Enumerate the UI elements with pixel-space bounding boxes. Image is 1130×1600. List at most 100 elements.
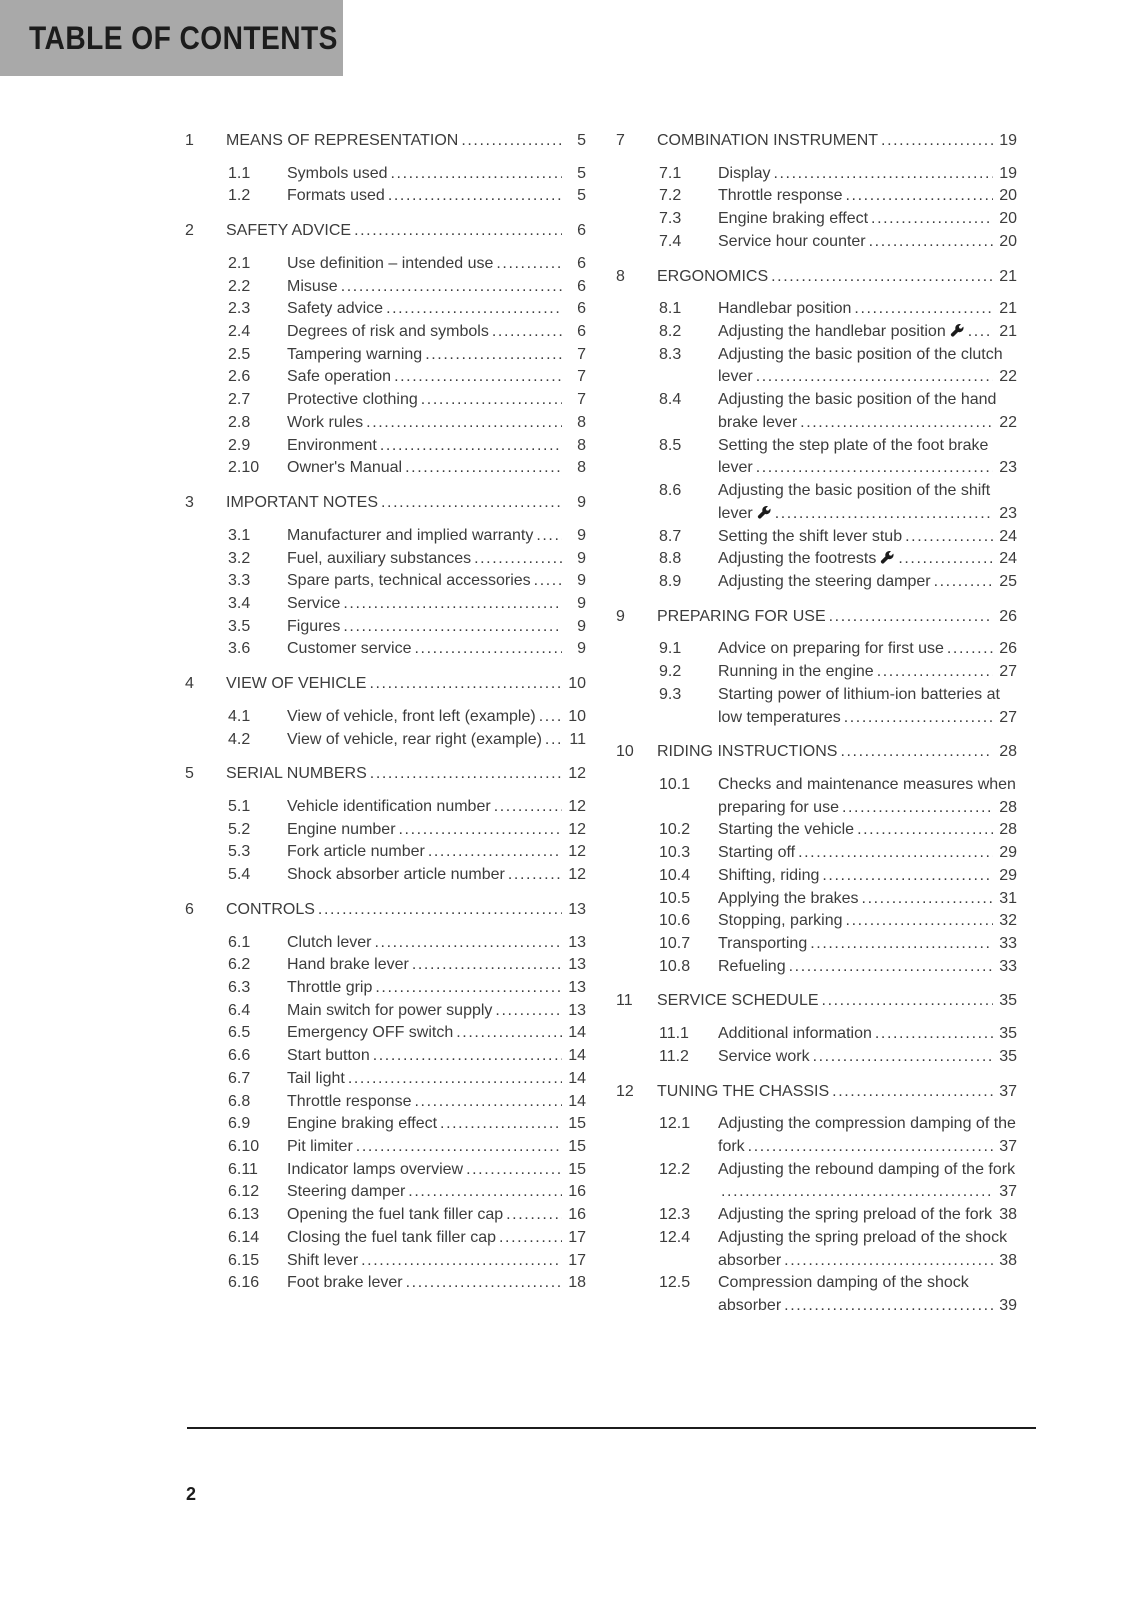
toc-entry: 2.4 Degrees of risk and symbols..........… xyxy=(228,321,586,344)
dot-leader: ........................................… xyxy=(843,708,1017,726)
entry-body: Hand brake lever........................… xyxy=(287,954,586,977)
toc-entry: 6.5 Emergency OFF switch.................… xyxy=(228,1022,586,1046)
entry-title: Hand brake lever xyxy=(287,956,409,974)
dot-leader: ........................................… xyxy=(876,663,1017,681)
entry-title: Closing the fuel tank filler cap xyxy=(287,1228,496,1246)
entry-page-number: 6 xyxy=(562,275,586,299)
toc-entry: 3.2 Fuel, auxiliary substances...........… xyxy=(228,547,586,571)
entry-body: Adjusting the footrests.................… xyxy=(718,548,1017,571)
entry-body: Safe operation..........................… xyxy=(287,366,586,390)
entry-number: 12.1 xyxy=(659,1115,691,1133)
entry-title: Additional information xyxy=(718,1025,872,1043)
entry-page-number: 14 xyxy=(562,1022,586,1046)
entry-page-number: 23 xyxy=(993,502,1017,526)
toc-entry: 8.7 Setting the shift lever stub.........… xyxy=(659,525,1017,549)
entry-title: Fork article number xyxy=(287,843,425,861)
entry-body: Owner's Manual..........................… xyxy=(287,457,586,481)
entry-number: 7.1 xyxy=(659,164,682,182)
entry-body: Stopping, parking.......................… xyxy=(718,910,1017,933)
toc-entry: 8.5 Setting the step plate of the foot br… xyxy=(659,435,1017,481)
entry-number: 6.6 xyxy=(228,1047,251,1065)
toc-entry: 2.2 Misuse...............................… xyxy=(228,275,586,299)
section-number: 2 xyxy=(185,222,194,240)
toc-entry: 6.13 Opening the fuel tank filler cap....… xyxy=(228,1204,586,1227)
dot-leader: ........................................… xyxy=(414,640,586,658)
entry-title: Throttle response xyxy=(718,187,843,205)
entry-body: Shift lever.............................… xyxy=(287,1249,586,1273)
entry-title: Tampering warning xyxy=(287,345,423,363)
dot-leader: ........................................… xyxy=(499,1228,586,1246)
section-page-number: 5 xyxy=(562,130,586,153)
entry-body: Starting power of lithium-ion batteries … xyxy=(718,684,1017,730)
entry-title: Degrees of risk and symbols xyxy=(287,323,489,341)
dot-leader: ........................................… xyxy=(881,132,1017,149)
entry-title: Service work xyxy=(718,1047,810,1065)
entry-number: 3.3 xyxy=(228,572,251,590)
toc-section-heading: 12 TUNING THE CHASSIS....................… xyxy=(616,1080,1017,1104)
entry-page-number: 8 xyxy=(562,411,586,435)
entry-body: Spare parts, technical accessories......… xyxy=(287,570,586,593)
dot-leader: ........................................… xyxy=(841,798,1017,816)
entry-page-number: 12 xyxy=(562,841,586,865)
toc-entry: 7.2 Throttle response....................… xyxy=(659,185,1017,209)
entry-page-number: 24 xyxy=(993,525,1017,549)
dot-leader: ........................................… xyxy=(387,187,586,205)
entry-title: Environment xyxy=(287,436,377,454)
entry-body: Work rules..............................… xyxy=(287,411,586,435)
toc-section: 1 MEANS OF REPRESENTATION................… xyxy=(185,130,587,209)
entry-page-number: 6 xyxy=(562,298,586,322)
toc-section: 4 VIEW OF VEHICLE........................… xyxy=(185,673,586,752)
entry-number: 3.1 xyxy=(228,526,251,544)
entry-body: Engine braking effect...................… xyxy=(718,208,1017,231)
toc-section-heading: 8 ERGONOMICS.............................… xyxy=(616,265,1017,289)
entry-body: Handlebar position......................… xyxy=(718,298,1017,322)
toc-section: 10 RIDING INSTRUCTIONS...................… xyxy=(616,741,1017,979)
toc-section-heading: 10 RIDING INSTRUCTIONS...................… xyxy=(616,741,1017,764)
toc-entry: 12.5 Compression damping of the shock abs… xyxy=(659,1272,1017,1318)
dot-leader: ........................................… xyxy=(411,956,586,974)
dot-leader: ........................................… xyxy=(536,525,586,548)
entry-number: 6.8 xyxy=(228,1092,251,1110)
dot-leader: ........................................… xyxy=(343,594,586,612)
toc-entry: 6.12 Steering damper.....................… xyxy=(228,1181,586,1205)
entry-page-number: 10 xyxy=(562,705,586,729)
entry-number: 3.5 xyxy=(228,617,251,635)
entry-page-number: 27 xyxy=(993,706,1017,730)
toc-section: 5 SERIAL NUMBERS.........................… xyxy=(185,763,586,887)
entry-page-number: 15 xyxy=(562,1136,586,1159)
entry-page-number: 16 xyxy=(562,1181,586,1205)
section-page-number: 9 xyxy=(562,492,586,515)
entry-body: Checks and maintenance measures when pre… xyxy=(718,774,1017,820)
dot-leader: ........................................… xyxy=(828,607,1017,625)
toc-entry: 8.8 Adjusting the footrests..............… xyxy=(659,548,1017,571)
entry-body: Refueling...............................… xyxy=(718,955,1017,979)
dot-leader: ........................................… xyxy=(898,550,1017,568)
section-page-number: 35 xyxy=(993,990,1017,1014)
entry-body: Foot brake lever........................… xyxy=(287,1272,586,1296)
entry-number: 6.3 xyxy=(228,979,251,996)
entry-title: Pit limiter xyxy=(287,1138,353,1156)
page-title: TABLE OF CONTENTS xyxy=(29,19,338,56)
entry-title: Engine braking effect xyxy=(287,1115,438,1133)
entry-number: 6.4 xyxy=(228,1001,251,1019)
section-number: 11 xyxy=(616,992,633,1010)
toc-section-entries: 12.1 Adjusting the compression damping of… xyxy=(659,1113,1017,1318)
toc-section: 7 COMBINATION INSTRUMENT.................… xyxy=(616,130,1017,254)
toc-entry: 6.14 Closing the fuel tank filler cap....… xyxy=(228,1226,586,1250)
entry-number: 7.2 xyxy=(659,187,682,205)
dot-leader: ........................................… xyxy=(861,889,1017,907)
entry-page-number: 26 xyxy=(993,638,1017,662)
dot-leader: ........................................… xyxy=(425,345,586,363)
dot-leader: ........................................… xyxy=(466,1160,586,1178)
toc-entry: 10.2 Starting the vehicle................… xyxy=(659,819,1017,843)
dot-leader: ........................................… xyxy=(408,1183,586,1201)
dot-leader: ........................................… xyxy=(394,368,586,386)
entry-number: 2.9 xyxy=(228,436,251,454)
entry-title: Throttle grip xyxy=(287,979,373,996)
dot-leader: ........................................… xyxy=(369,765,586,783)
entry-number: 8.3 xyxy=(659,345,682,363)
dot-leader: ........................................… xyxy=(390,164,587,182)
dot-leader: ........................................… xyxy=(369,675,586,693)
entry-title: Starting the vehicle xyxy=(718,821,855,839)
